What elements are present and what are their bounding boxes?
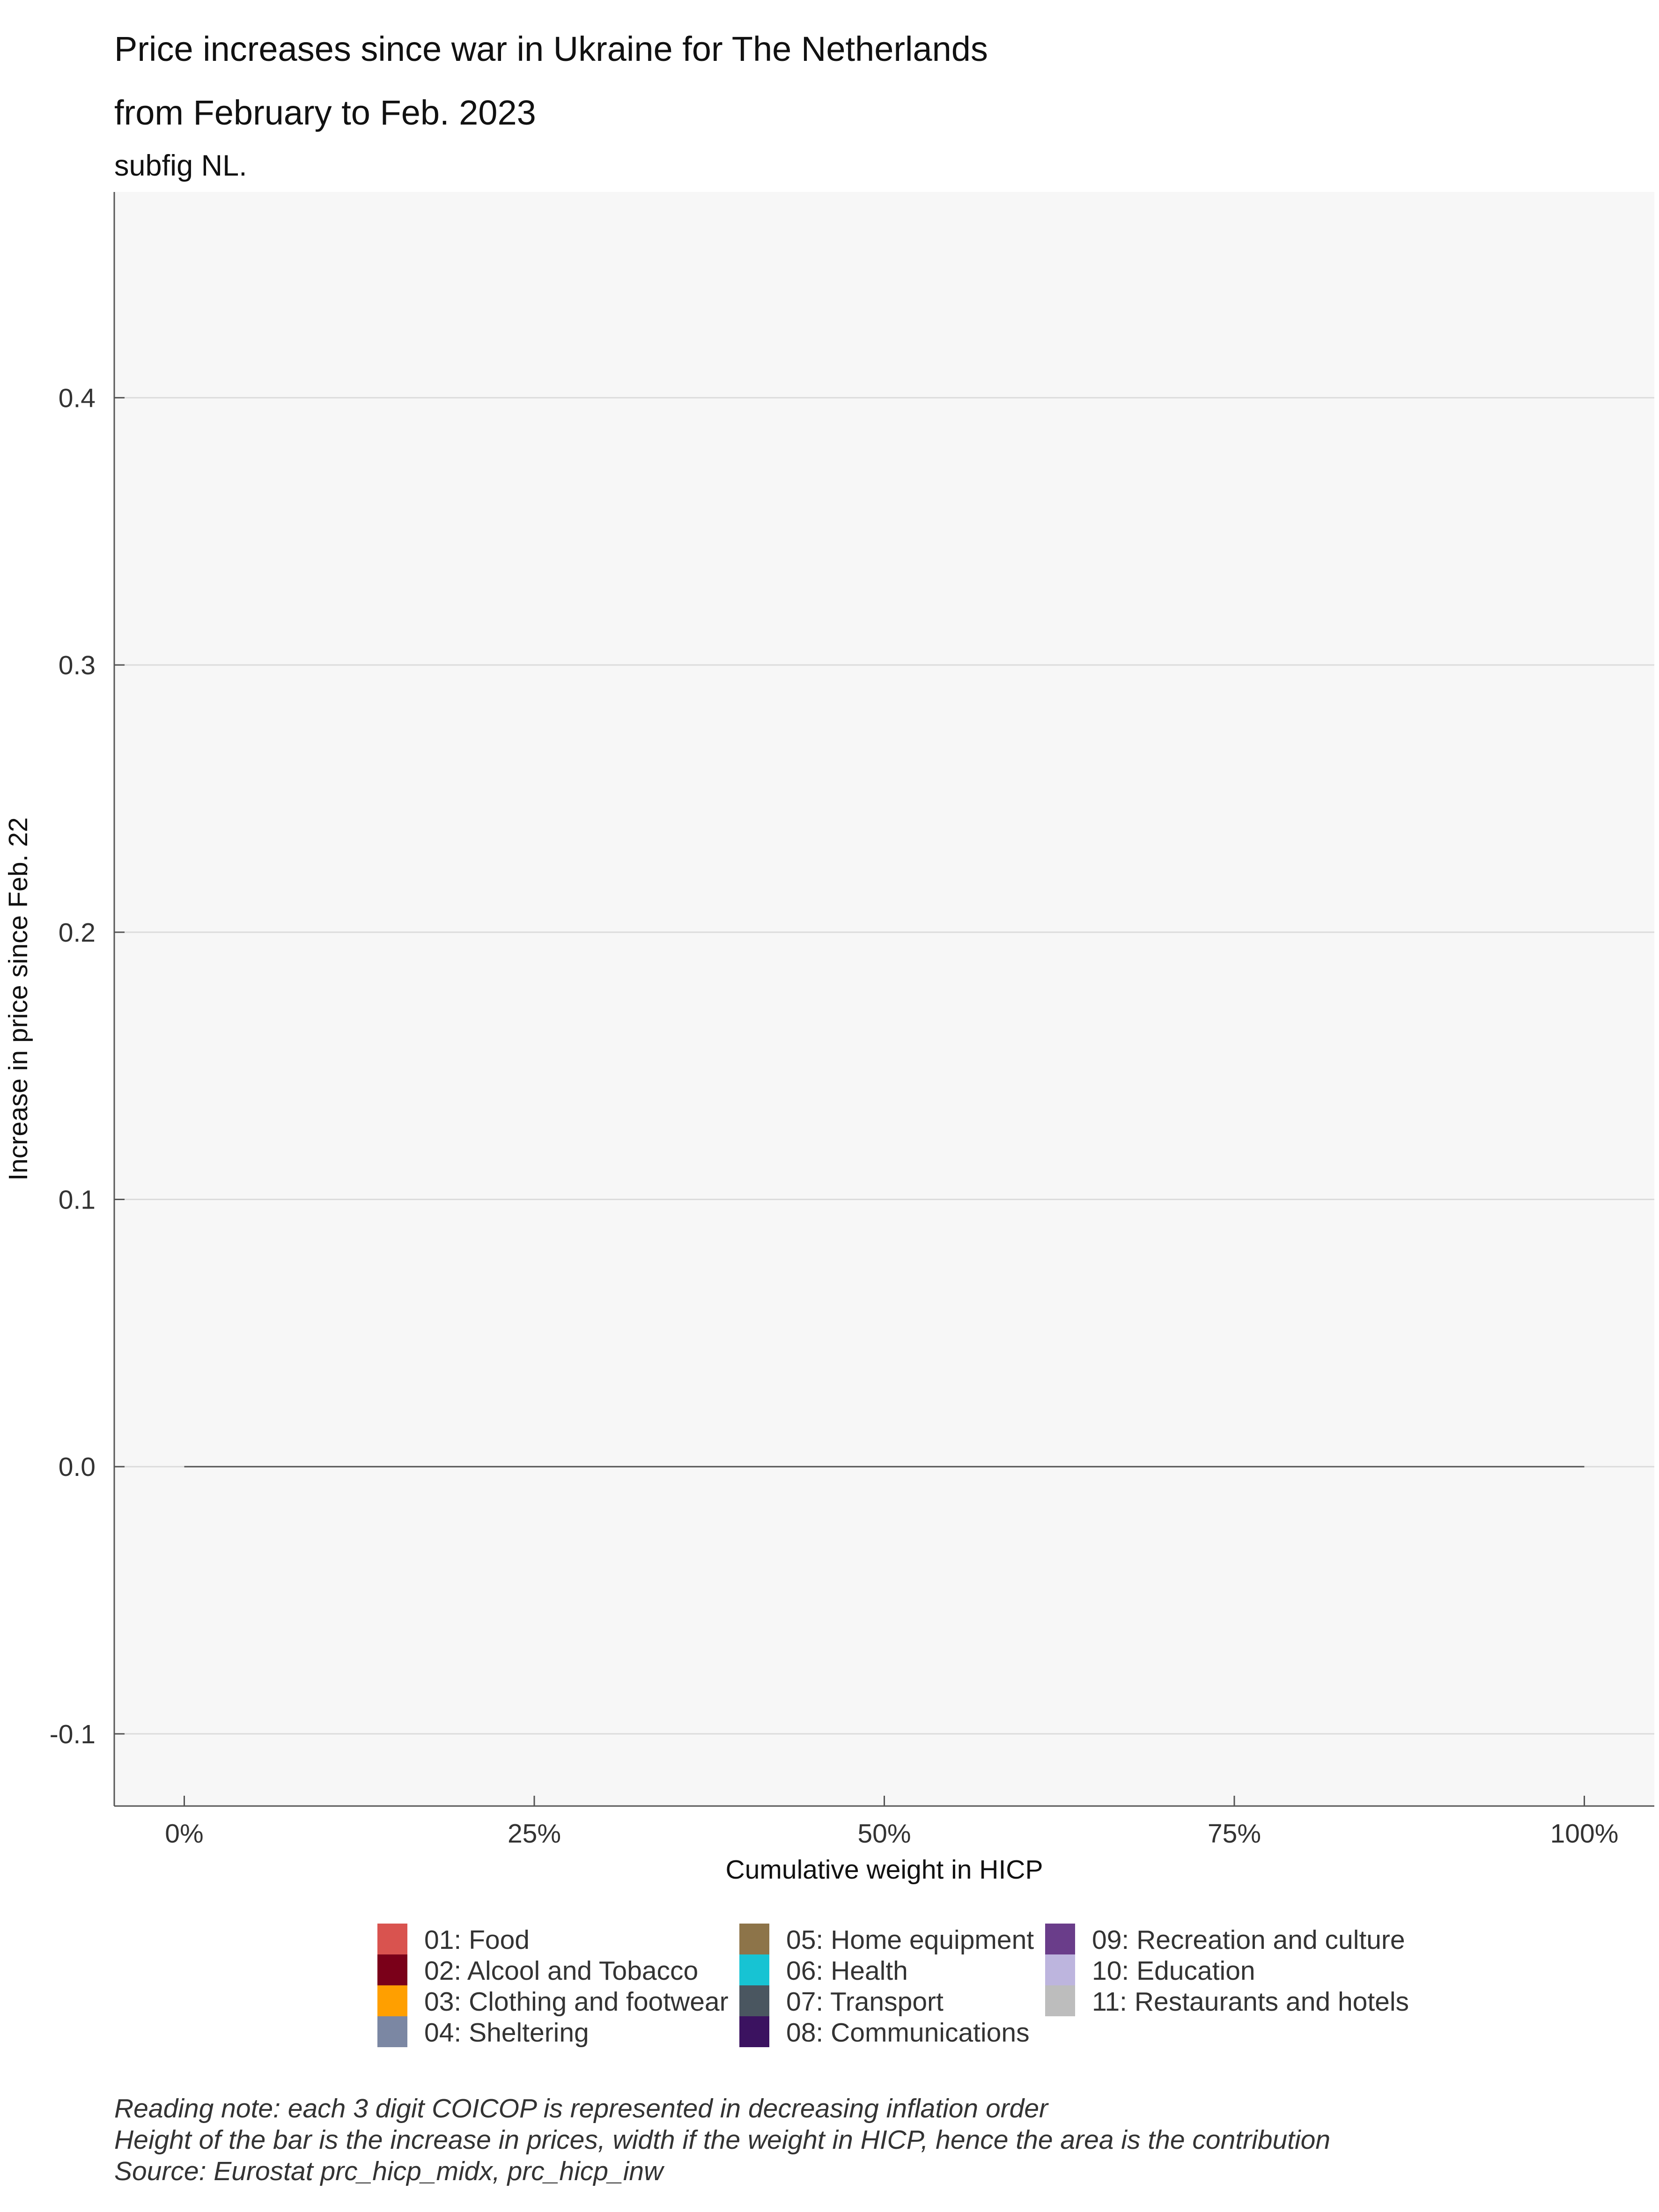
y-tick-label: 0.4 [59,383,96,413]
x-tick-label: 50% [857,1819,911,1849]
chart-title: Price increases since war in Ukraine for… [114,29,988,68]
x-tick-label: 100% [1550,1819,1619,1849]
chart-title-line-2: from February to Feb. 2023 [114,93,536,132]
chart-subtitle: subfig NL. [114,149,247,182]
legend-swatch [1045,1954,1075,1985]
reading-note-line: Height of the bar is the increase in pri… [114,2125,1331,2155]
x-tick-label: 75% [1208,1819,1261,1849]
legend-label: 10: Education [1092,1956,1255,1986]
bar-chart: -0.1 0.0 0.1 0.2 0.3 0.4 0% 25% 50% 75% 100% Cumula… [3,192,1654,1885]
legend-label: 02: Alcool and Tobacco [424,1956,699,1986]
x-axis-label: Cumulative weight in HICP [726,1855,1043,1885]
y-tick-label: 0.0 [59,1452,96,1482]
reading-note-line: Reading note: each 3 digit COICOP is rep… [114,2094,1048,2124]
source-note: Source: Eurostat prc_hicp_midx, prc_hicp… [114,2156,664,2186]
x-tick-label: 0% [165,1819,203,1849]
legend-label: 06: Health [786,1956,908,1986]
legend-swatch [739,1954,769,1985]
y-tick-label: 0.2 [59,918,96,948]
legend-swatch [377,2016,407,2047]
legend-swatch [739,1985,769,2016]
legend-label: 09: Recreation and culture [1092,1925,1405,1955]
y-axis-label: Increase in price since Feb. 22 [3,817,33,1180]
legend-label: 11: Restaurants and hotels [1092,1987,1409,2017]
legend-label: 01: Food [424,1925,530,1955]
legend-swatch [739,2016,769,2047]
x-tick-label: 25% [508,1819,561,1849]
plot-area [114,192,1654,1806]
y-tick-label: 0.1 [59,1185,96,1215]
legend-label: 03: Clothing and footwear [424,1987,729,2017]
y-tick-label: 0.3 [59,650,96,680]
y-tick-label: -0.1 [50,1719,96,1749]
legend-label: 04: Sheltering [424,2018,589,2048]
legend-label: 08: Communications [786,2018,1030,2048]
legend-swatch [1045,1985,1075,2016]
legend-label: 05: Home equipment [786,1925,1034,1955]
legend-swatch [739,1924,769,1954]
legend-swatch [377,1985,407,2016]
legend-swatch [377,1954,407,1985]
reading-notes: Reading note: each 3 digit COICOP is rep… [114,2093,1330,2187]
legend-label: 07: Transport [786,1987,944,2017]
legend-swatch [1045,1924,1075,1954]
legend-swatch [377,1924,407,1954]
